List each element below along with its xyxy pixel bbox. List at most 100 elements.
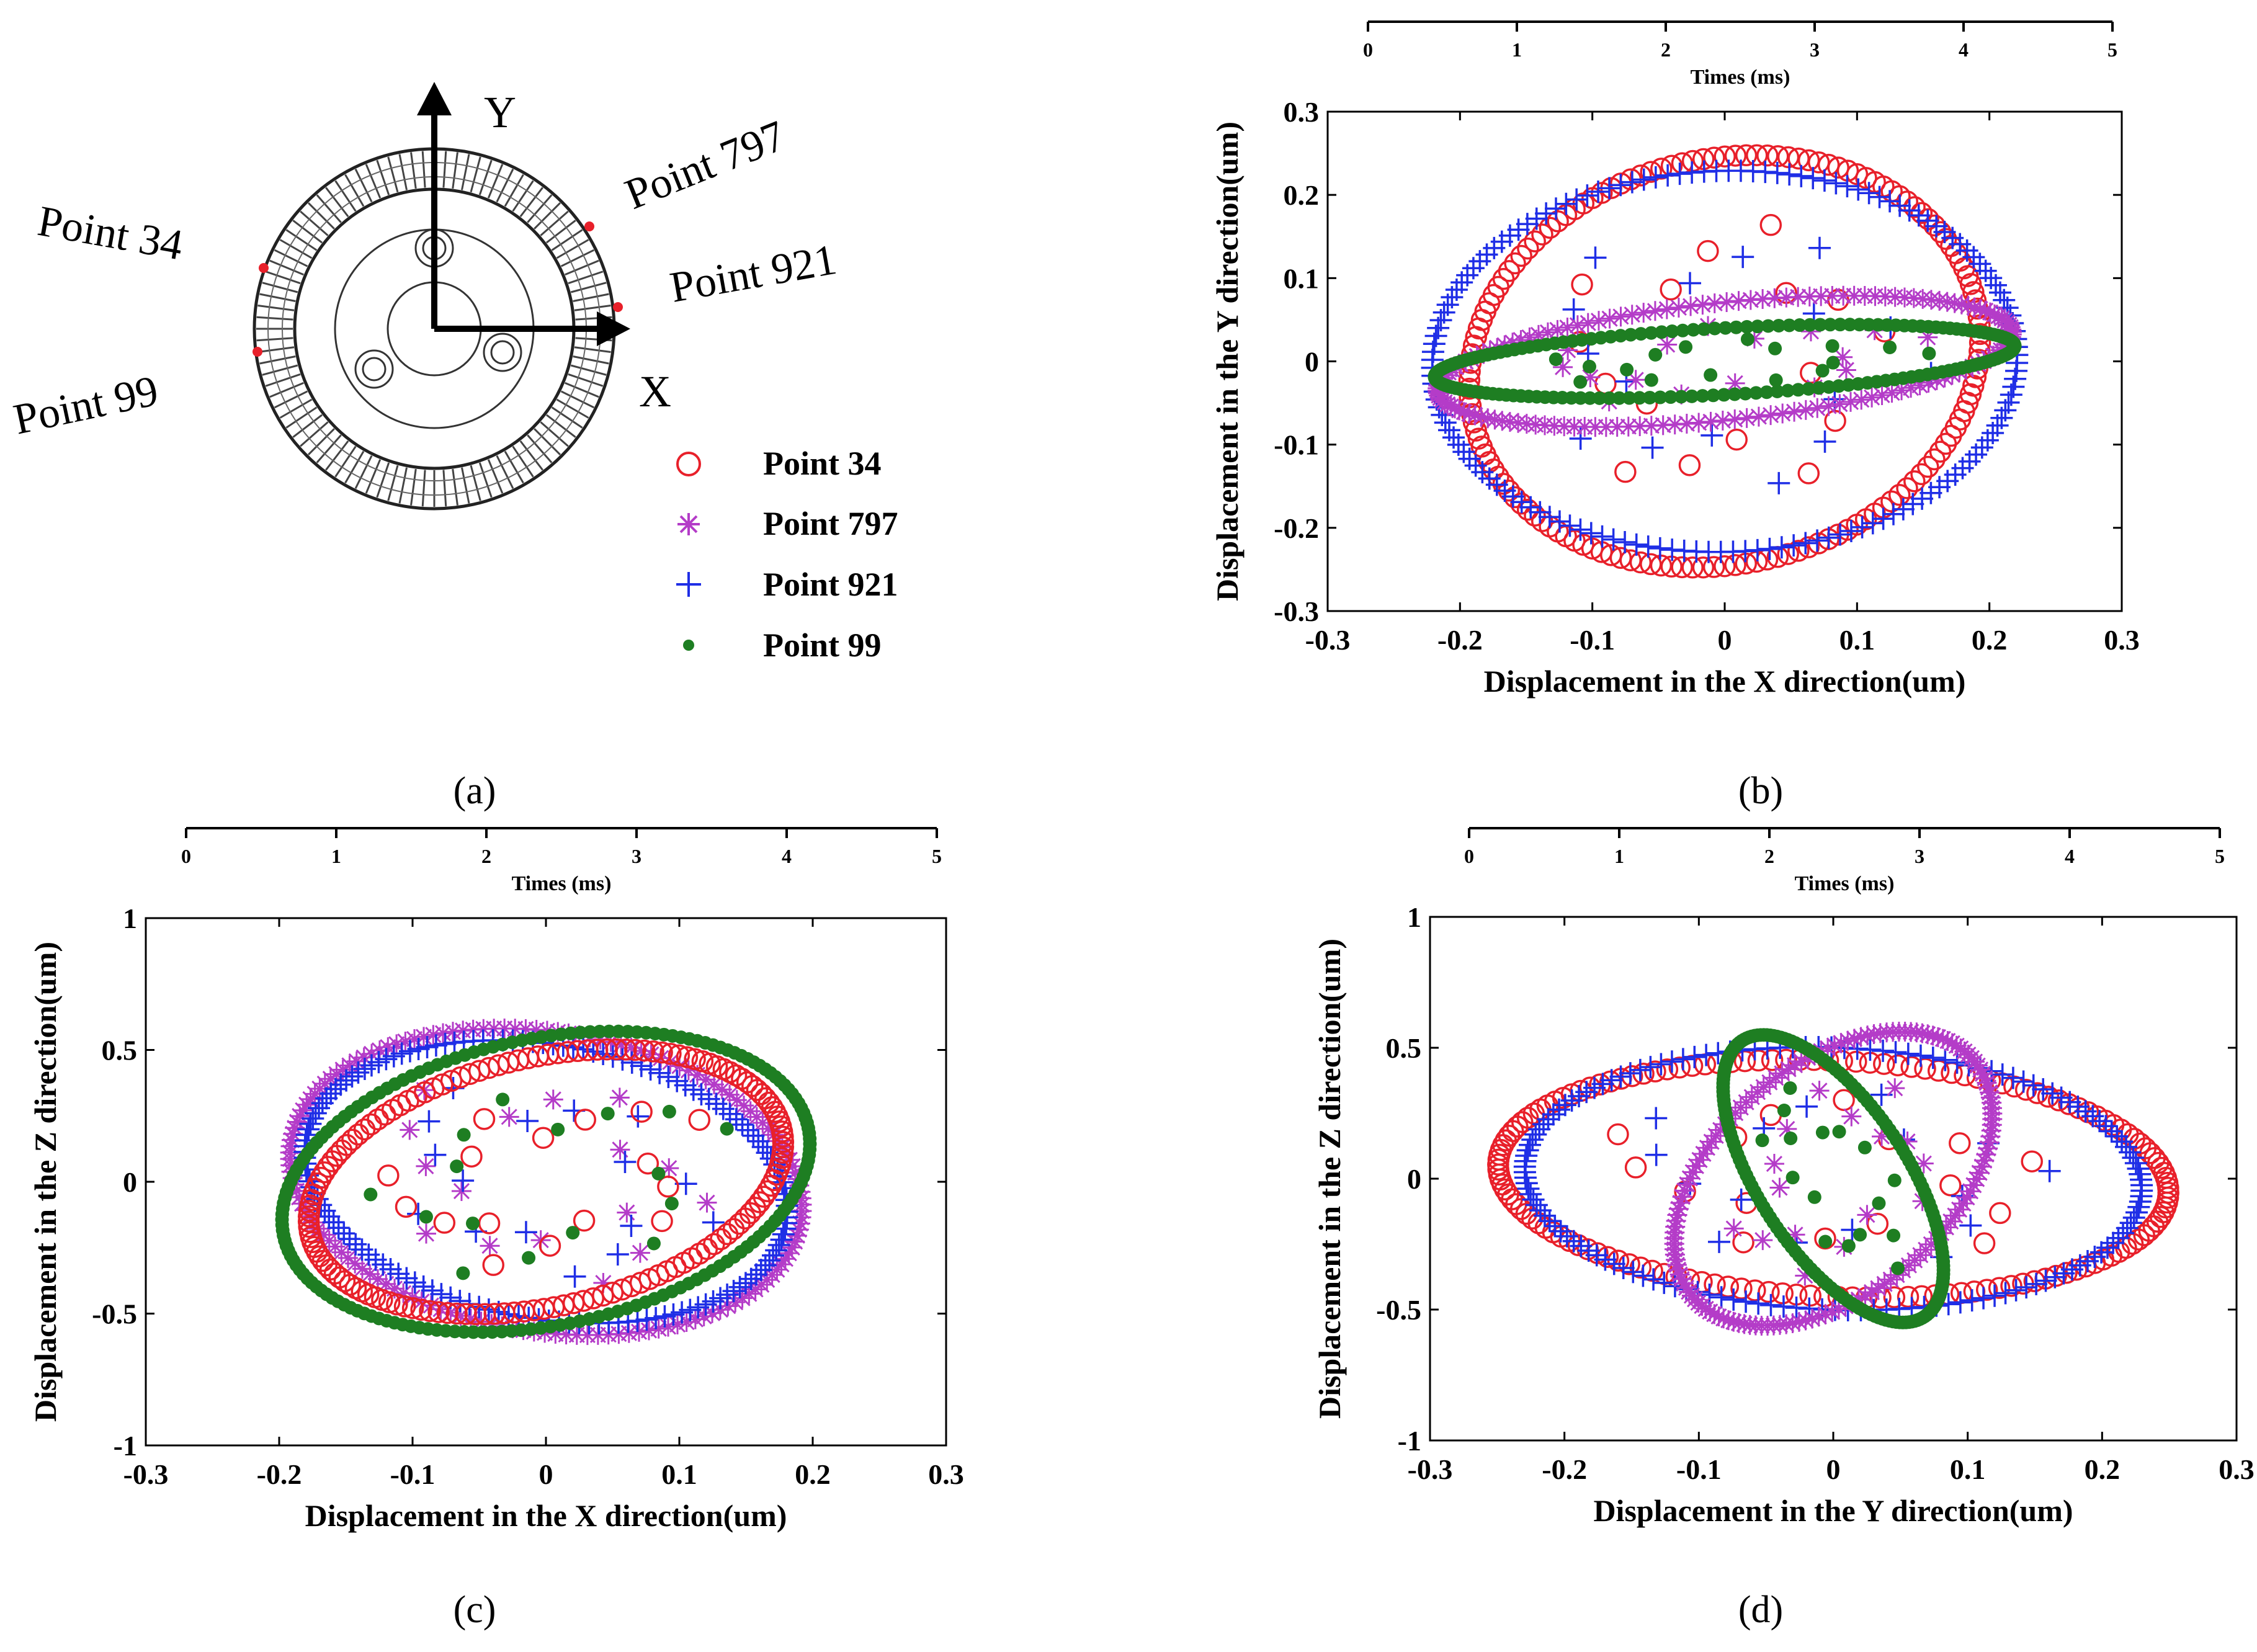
data-point <box>1896 477 1918 499</box>
data-point <box>362 1043 382 1064</box>
rotor-tooth <box>279 398 313 419</box>
label-point-797: Point 797 <box>619 112 792 219</box>
data-point <box>1632 391 1647 405</box>
data-point <box>1593 391 1607 405</box>
data-point <box>1833 347 1853 367</box>
data-point <box>300 1089 321 1109</box>
data-point <box>1892 498 1915 520</box>
data-point <box>1668 1259 1688 1280</box>
rotor-tooth <box>534 202 561 230</box>
data-point <box>2106 1125 2129 1148</box>
rotor-teeth <box>256 151 612 507</box>
data-point <box>473 1019 494 1039</box>
data-point <box>1972 1063 1993 1084</box>
rotor-tooth <box>307 428 335 456</box>
data-point <box>772 1136 794 1159</box>
data-point <box>1933 1029 1953 1049</box>
data-point <box>1656 299 1677 319</box>
data-point <box>1558 340 1578 360</box>
rotor-tooth <box>545 414 576 438</box>
data-point <box>566 1226 580 1240</box>
data-point <box>1799 286 1820 306</box>
data-point <box>1808 1306 1829 1327</box>
data-point <box>1758 1280 1780 1303</box>
data-point <box>1565 188 1588 211</box>
data-point <box>1984 304 2004 324</box>
rotor-tooth <box>421 470 426 507</box>
data-point <box>1681 296 1701 316</box>
data-point <box>1921 1047 1944 1069</box>
data-point <box>1983 1284 2006 1307</box>
data-point <box>602 1024 616 1038</box>
data-point <box>703 1233 725 1256</box>
data-point <box>1692 295 1713 315</box>
rotor-tooth <box>487 164 504 199</box>
data-point <box>1704 368 1718 382</box>
data-point <box>2127 1195 2150 1218</box>
data-point <box>339 1055 360 1076</box>
rotor-tooth <box>365 459 382 494</box>
data-point <box>1830 394 1850 414</box>
data-point <box>297 1094 317 1115</box>
data-point <box>1728 1313 1749 1333</box>
data-point <box>522 1251 536 1265</box>
data-point <box>440 1302 461 1323</box>
data-point <box>416 1223 436 1244</box>
data-point <box>1795 1310 1816 1331</box>
data-point <box>281 1130 302 1150</box>
data-point <box>1683 1045 1706 1068</box>
y-axis-letter: Y <box>484 87 516 137</box>
rotor-tooth <box>551 406 583 429</box>
data-point <box>2012 1070 2035 1093</box>
data-point <box>1782 1313 1803 1333</box>
data-point <box>433 1023 454 1043</box>
series-point-921 <box>1513 1035 2153 1322</box>
data-point <box>1857 1205 1877 1225</box>
time-tick-label: 1 <box>1614 845 1624 867</box>
data-point <box>1883 1286 1906 1308</box>
data-point <box>1537 1108 1560 1131</box>
data-point <box>1676 413 1697 434</box>
data-point <box>335 1069 358 1092</box>
x-tick-label: -0.1 <box>390 1458 436 1490</box>
data-point <box>1641 436 1664 459</box>
data-point <box>1937 1030 1958 1051</box>
data-point <box>2050 1086 2073 1109</box>
data-point <box>1542 1103 1565 1126</box>
data-point <box>1693 1143 1714 1164</box>
data-point <box>1723 1311 1744 1332</box>
data-point <box>1660 1050 1683 1073</box>
data-point <box>1650 158 1673 180</box>
rotor-tooth <box>259 355 296 365</box>
data-point <box>583 1025 597 1039</box>
time-tick-label: 1 <box>331 845 341 867</box>
rotor-tooth <box>316 194 342 223</box>
data-point <box>1872 507 1895 530</box>
data-point <box>2122 1206 2145 1229</box>
data-point <box>1758 537 1781 560</box>
rotor-tooth <box>568 373 604 387</box>
x-tick-label: -0.2 <box>1542 1453 1587 1485</box>
data-point <box>1795 1266 1815 1286</box>
label-point-99: Point 99 <box>9 367 162 444</box>
x-tick-label: -0.3 <box>123 1458 169 1490</box>
data-point <box>1558 514 1581 537</box>
data-point <box>1824 1035 1844 1056</box>
data-point <box>1977 1073 1997 1093</box>
data-point <box>1599 308 1620 329</box>
data-point <box>1872 385 1892 405</box>
data-point <box>1939 1174 1962 1197</box>
data-point <box>684 1048 706 1071</box>
data-point <box>770 1228 793 1251</box>
data-point <box>395 1195 418 1218</box>
data-point <box>695 1069 716 1090</box>
data-point <box>450 1159 464 1174</box>
data-point <box>1841 1239 1856 1253</box>
rotor-tooth <box>565 259 599 276</box>
data-point <box>1686 1156 1706 1176</box>
data-point <box>620 1051 643 1074</box>
data-point <box>1972 1287 1995 1310</box>
rotor-tooth <box>527 194 553 223</box>
coordinate-arrows: Y X <box>417 82 671 416</box>
data-point <box>1671 556 1693 579</box>
